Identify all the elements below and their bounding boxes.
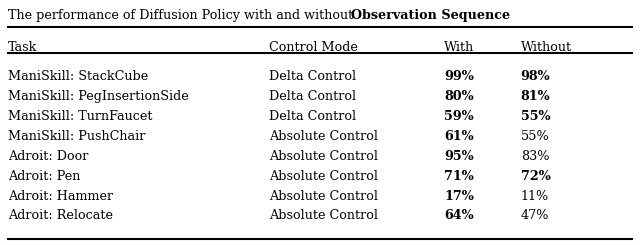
Text: 98%: 98% [521,70,550,83]
Text: 95%: 95% [444,150,474,163]
Text: ManiSkill: PushChair: ManiSkill: PushChair [8,130,145,143]
Text: With: With [444,41,474,54]
Text: Absolute Control: Absolute Control [269,170,378,183]
Text: Adroit: Relocate: Adroit: Relocate [8,209,113,222]
Text: 59%: 59% [444,110,474,123]
Text: 17%: 17% [444,190,474,203]
Text: Absolute Control: Absolute Control [269,190,378,203]
Text: 99%: 99% [444,70,474,83]
Text: Delta Control: Delta Control [269,90,356,103]
Text: 71%: 71% [444,170,474,183]
Text: ManiSkill: TurnFaucet: ManiSkill: TurnFaucet [8,110,152,123]
Text: 47%: 47% [521,209,549,222]
Text: 55%: 55% [521,130,550,143]
Text: 61%: 61% [444,130,474,143]
Text: Absolute Control: Absolute Control [269,130,378,143]
Text: Task: Task [8,41,37,54]
Text: Adroit: Door: Adroit: Door [8,150,88,163]
Text: 83%: 83% [521,150,549,163]
Text: Adroit: Pen: Adroit: Pen [8,170,80,183]
Text: 80%: 80% [444,90,474,103]
Text: Absolute Control: Absolute Control [269,209,378,222]
Text: ManiSkill: StackCube: ManiSkill: StackCube [8,70,148,83]
Text: Observation Sequence: Observation Sequence [351,9,509,22]
Text: Control Mode: Control Mode [269,41,358,54]
Text: 64%: 64% [444,209,474,222]
Text: 55%: 55% [521,110,550,123]
Text: Delta Control: Delta Control [269,110,356,123]
Text: ManiSkill: PegInsertionSide: ManiSkill: PegInsertionSide [8,90,189,103]
Text: Adroit: Hammer: Adroit: Hammer [8,190,113,203]
Text: 81%: 81% [521,90,550,103]
Text: 72%: 72% [521,170,550,183]
Text: Delta Control: Delta Control [269,70,356,83]
Text: The performance of Diffusion Policy with and without: The performance of Diffusion Policy with… [8,9,357,22]
Text: Absolute Control: Absolute Control [269,150,378,163]
Text: 11%: 11% [521,190,549,203]
Text: Without: Without [521,41,572,54]
